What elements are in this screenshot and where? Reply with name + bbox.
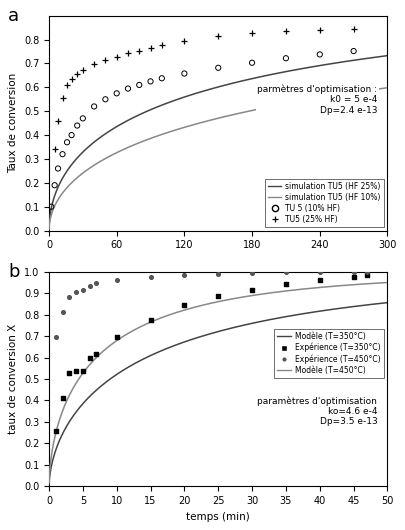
Point	[364, 267, 371, 276]
Point	[86, 354, 93, 362]
X-axis label: temps (min): temps (min)	[186, 511, 250, 522]
Point	[51, 181, 58, 189]
Point	[93, 350, 100, 358]
Point	[91, 60, 97, 68]
Point	[102, 56, 109, 64]
Point	[249, 286, 255, 294]
Point	[113, 89, 120, 98]
Point	[125, 49, 131, 58]
Point	[317, 268, 323, 276]
Point	[55, 164, 61, 173]
Point	[147, 77, 154, 86]
Point	[249, 29, 255, 38]
Text: b: b	[9, 263, 20, 281]
Point	[147, 316, 154, 324]
Point	[283, 268, 289, 277]
Point	[102, 95, 109, 103]
Point	[66, 293, 72, 302]
Point	[86, 281, 93, 290]
Legend: simulation TU5 (HF 25%), simulation TU5 (HF 10%), TU 5 (10% HF), TU5 (25% HF): simulation TU5 (HF 25%), simulation TU5 …	[264, 179, 384, 227]
Point	[55, 117, 61, 125]
Point	[68, 131, 75, 139]
Point	[215, 32, 222, 40]
Point	[80, 367, 86, 376]
Point	[125, 84, 131, 93]
Point	[147, 273, 154, 281]
Point	[51, 145, 58, 154]
Point	[159, 74, 165, 83]
Y-axis label: taux de conversion X: taux de conversion X	[9, 324, 18, 434]
Point	[74, 121, 81, 130]
Point	[249, 58, 255, 67]
Point	[91, 102, 97, 111]
Text: paramètres d'optimisation
ko=4.6 e-4
Dp=3.5 e-13: paramètres d'optimisation ko=4.6 e-4 Dp=…	[258, 396, 377, 427]
Point	[317, 26, 323, 34]
Point	[66, 368, 72, 377]
Point	[364, 271, 371, 279]
Point	[59, 308, 66, 316]
Point	[80, 114, 86, 122]
Point	[48, 202, 55, 211]
Point	[283, 54, 289, 63]
Point	[80, 66, 86, 74]
Point	[283, 280, 289, 289]
Point	[181, 37, 188, 45]
Point	[215, 292, 222, 301]
Y-axis label: Taux de conversion: Taux de conversion	[9, 73, 18, 173]
Point	[113, 52, 120, 61]
Point	[136, 81, 143, 89]
Point	[80, 286, 86, 294]
Point	[136, 46, 143, 55]
Point	[59, 394, 66, 403]
Point	[68, 75, 75, 83]
Point	[317, 50, 323, 59]
Point	[283, 27, 289, 36]
Point	[59, 94, 66, 102]
Point	[74, 70, 81, 78]
Point	[249, 269, 255, 277]
Point	[350, 273, 357, 281]
Point	[181, 69, 188, 78]
Point	[350, 47, 357, 55]
Point	[53, 333, 59, 341]
Point	[215, 64, 222, 72]
Point	[181, 301, 188, 309]
Point	[59, 150, 66, 158]
Point	[64, 81, 70, 89]
Point	[147, 44, 154, 52]
Text: parmètres d'optimisation :
k0 = 5 e-4
Dp=2.4 e-13: parmètres d'optimisation : k0 = 5 e-4 Dp…	[257, 84, 377, 115]
Point	[113, 333, 120, 341]
Point	[113, 276, 120, 284]
Text: a: a	[9, 7, 19, 25]
Legend: Modèle (T=350°C), Expérience (T=350°C), Expérience (T=450°C), Modèle (T=450°C): Modèle (T=350°C), Expérience (T=350°C), …	[274, 329, 384, 378]
Point	[53, 426, 59, 435]
Point	[317, 276, 323, 285]
Point	[93, 279, 100, 288]
Point	[215, 269, 222, 278]
Point	[64, 138, 70, 146]
Point	[181, 271, 188, 279]
Point	[73, 288, 79, 296]
Point	[73, 367, 79, 376]
Point	[350, 268, 357, 276]
Point	[159, 41, 165, 50]
Point	[350, 24, 357, 33]
